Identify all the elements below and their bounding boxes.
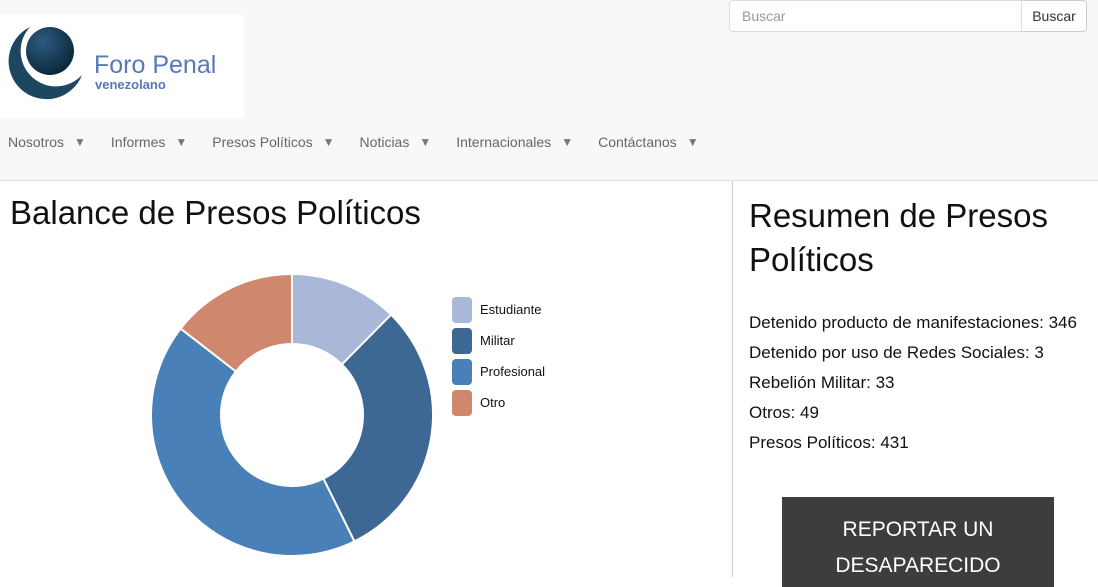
legend-swatch <box>452 296 472 323</box>
stat-line: Rebelión Militar: 33 <box>749 373 895 392</box>
nav-label: Noticias <box>359 134 410 150</box>
svg-text:venezolano: venezolano <box>95 77 166 92</box>
nav-label: Presos Políticos <box>212 134 313 150</box>
slice-profesional[interactable] <box>150 327 356 557</box>
logo[interactable]: Foro Penal venezolano <box>0 15 244 118</box>
stat-line: Detenido producto de manifestaciones: 34… <box>749 313 1077 332</box>
legend-label: Profesional <box>480 364 546 379</box>
legend-swatch <box>452 389 472 416</box>
header: Foro Penal venezolano Buscar Nosotros▼In… <box>0 0 1098 181</box>
nav-label: Contáctanos <box>598 134 677 150</box>
nav-item-cont-ctanos[interactable]: Contáctanos ▼ <box>598 134 699 150</box>
search-input[interactable] <box>729 0 1022 32</box>
foro-penal-logo: Foro Penal venezolano <box>8 27 216 100</box>
chart-legend: Estudiante Militar Profesional Otro <box>452 294 545 418</box>
stat-line: Detenido por uso de Redes Sociales: 3 <box>749 343 1044 362</box>
nav-item-presos-pol-ticos[interactable]: Presos Políticos ▼ <box>212 134 334 150</box>
legend-swatch <box>452 358 472 385</box>
stat-line: Otros: 49 <box>749 403 819 422</box>
slice-militar[interactable] <box>322 313 434 543</box>
page-title: Balance de Presos Políticos <box>10 194 421 231</box>
nav-item-internacionales[interactable]: Internacionales ▼ <box>456 134 573 150</box>
nav-item-informes[interactable]: Informes ▼ <box>111 134 187 150</box>
nav-item-nosotros[interactable]: Nosotros ▼ <box>8 134 86 150</box>
search-button[interactable]: Buscar <box>1022 0 1087 32</box>
nav-label: Nosotros <box>8 134 65 150</box>
donut-chart <box>150 272 434 557</box>
legend-item-militar[interactable]: Militar <box>452 325 545 356</box>
main-nav: Nosotros ▼ Informes ▼ Presos Políticos ▼ Notic… <box>8 134 724 150</box>
caret-down-icon: ▼ <box>561 135 574 149</box>
legend-item-otro[interactable]: Otro <box>452 387 545 418</box>
search-form: Buscar <box>729 0 1087 32</box>
column-divider <box>732 181 733 577</box>
caret-down-icon: ▼ <box>322 135 335 149</box>
legend-label: Militar <box>480 333 515 348</box>
nav-item-noticias[interactable]: Noticias ▼ <box>360 134 432 150</box>
summary-stats: Detenido producto de manifestaciones: 34… <box>749 308 1077 458</box>
caret-down-icon: ▼ <box>175 135 188 149</box>
slice-otro[interactable] <box>179 272 293 373</box>
caret-down-icon: ▼ <box>74 135 86 149</box>
legend-label: Otro <box>480 395 506 410</box>
caret-down-icon: ▼ <box>419 135 432 149</box>
legend-item-profesional[interactable]: Profesional <box>452 356 545 387</box>
nav-label: Informes <box>110 134 166 150</box>
caret-down-icon: ▼ <box>686 135 699 149</box>
nav-label: Internacionales <box>456 134 552 150</box>
svg-text:Foro Penal: Foro Penal <box>94 51 216 79</box>
summary-title: Resumen de Presos Políticos <box>749 197 1048 278</box>
report-missing-button[interactable]: REPORTAR UN DESAPARECIDO <box>782 497 1054 587</box>
legend-swatch <box>452 327 472 354</box>
stat-line: Presos Políticos: 431 <box>749 433 909 452</box>
legend-label: Estudiante <box>480 302 542 317</box>
legend-item-estudiante[interactable]: Estudiante <box>452 294 545 325</box>
